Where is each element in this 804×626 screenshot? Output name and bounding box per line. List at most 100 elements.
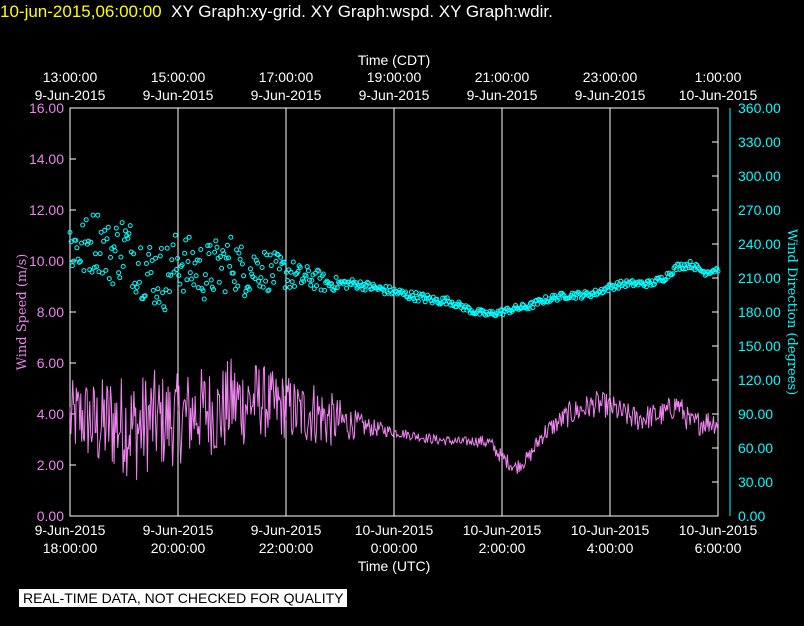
wind-direction-point xyxy=(360,287,366,292)
direction-tick-label: 120.00 xyxy=(738,372,781,388)
wind-direction-point xyxy=(119,220,125,226)
wind-direction-point xyxy=(221,251,227,257)
wind-direction-point xyxy=(193,273,199,279)
wind-direction-point xyxy=(130,284,135,289)
wind-direction-point xyxy=(120,263,126,269)
wind-direction-point xyxy=(91,265,97,270)
wind-direction-point xyxy=(189,276,194,282)
direction-tick-label: 210.00 xyxy=(738,270,781,286)
wind-direction-point xyxy=(241,273,247,279)
wind-direction-point xyxy=(427,295,433,301)
wind-direction-point xyxy=(202,272,208,278)
wind-direction-point xyxy=(329,281,334,287)
wind-direction-point xyxy=(364,279,370,285)
wind-direction-point xyxy=(77,258,83,264)
wind-direction-point xyxy=(442,295,448,301)
wind-direction-point xyxy=(687,259,693,264)
utc-tick-date: 10-Jun-2015 xyxy=(679,522,758,538)
wind-direction-point xyxy=(301,278,307,284)
wind-direction-point xyxy=(234,247,240,253)
speed-tick-label: 14.00 xyxy=(29,151,64,167)
wind-direction-point xyxy=(230,270,236,276)
wind-direction-point xyxy=(317,275,323,281)
wind-direction-point xyxy=(216,279,222,285)
cdt-tick-time: 21:00:00 xyxy=(475,69,530,85)
cdt-tick-time: 17:00:00 xyxy=(259,69,314,85)
direction-tick-label: 30.00 xyxy=(738,474,773,490)
wind-direction-point xyxy=(105,224,111,230)
wind-direction-point xyxy=(546,296,552,302)
wind-direction-point xyxy=(101,238,107,244)
wind-direction-point xyxy=(185,259,191,264)
wind-direction-point xyxy=(205,243,211,249)
wind-direction-point xyxy=(228,234,234,240)
wind-direction-point xyxy=(258,275,264,281)
utc-tick-date: 9-Jun-2015 xyxy=(251,522,322,538)
wind-direction-point xyxy=(320,271,326,277)
wind-direction-point xyxy=(83,217,89,223)
wind-direction-point xyxy=(157,253,163,259)
wind-direction-point xyxy=(278,254,284,260)
wind-direction-point xyxy=(410,293,415,299)
wind-direction-point xyxy=(643,284,649,290)
wind-direction-point xyxy=(194,257,200,263)
wind-direction-point xyxy=(594,292,599,298)
cdt-tick-date: 9-Jun-2015 xyxy=(35,87,106,103)
wind-direction-point xyxy=(249,271,255,277)
wind-direction-point xyxy=(73,237,79,243)
left-axis-title: Wind Speed (m/s) xyxy=(15,254,30,371)
wind-direction-point xyxy=(513,303,518,308)
wind-direction-point xyxy=(290,259,296,265)
wind-direction-point xyxy=(237,256,243,262)
wind-direction-point xyxy=(212,249,218,255)
cdt-tick-date: 9-Jun-2015 xyxy=(251,87,322,103)
cdt-tick-time: 19:00:00 xyxy=(367,69,422,85)
utc-tick-time: 4:00:00 xyxy=(587,540,634,556)
wind-direction-point xyxy=(333,274,339,280)
wind-direction-point xyxy=(539,299,545,305)
wind-direction-point xyxy=(217,254,223,260)
wind-direction-point xyxy=(156,299,162,305)
wind-direction-point xyxy=(307,277,312,283)
wind-direction-point xyxy=(308,282,314,288)
wind-direction-point xyxy=(132,280,138,286)
wind-direction-point xyxy=(103,267,109,273)
utc-tick-time: 20:00:00 xyxy=(151,540,206,556)
wind-direction-point xyxy=(213,238,219,244)
wind-direction-point xyxy=(164,245,170,251)
utc-tick-date: 9-Jun-2015 xyxy=(35,522,106,538)
wind-direction-point xyxy=(136,279,142,285)
wind-direction-point xyxy=(246,286,252,292)
utc-tick-date: 9-Jun-2015 xyxy=(143,522,214,538)
wind-direction-point xyxy=(143,261,149,266)
wind-direction-point xyxy=(88,239,94,245)
cdt-tick-time: 15:00:00 xyxy=(151,69,206,85)
wind-direction-point xyxy=(613,284,619,290)
direction-tick-label: 300.00 xyxy=(738,168,781,184)
wind-direction-point xyxy=(116,270,122,276)
wind-direction-point xyxy=(669,272,675,278)
cdt-tick-date: 9-Jun-2015 xyxy=(467,87,538,103)
wind-direction-point xyxy=(167,289,172,295)
wind-direction-point xyxy=(80,222,86,228)
wind-direction-point xyxy=(607,282,613,288)
wind-direction-point xyxy=(184,277,190,283)
wind-direction-point xyxy=(175,255,181,261)
wind-direction-point xyxy=(219,265,225,271)
wind-direction-point xyxy=(140,296,146,302)
wind-direction-point xyxy=(334,285,340,291)
wind-direction-point xyxy=(486,311,492,317)
wind-direction-point xyxy=(172,232,178,238)
wind-direction-point xyxy=(99,270,105,276)
chart-header: 10-jun-2015,06:00:00 XY Graph:xy-grid. X… xyxy=(0,2,553,22)
wind-direction-point xyxy=(489,309,495,315)
wind-direction-point xyxy=(142,293,148,299)
wind-direction-point xyxy=(183,237,189,243)
wind-direction-point xyxy=(148,270,154,275)
utc-tick-time: 0:00:00 xyxy=(371,540,418,556)
wind-direction-point xyxy=(131,251,137,257)
wind-direction-point xyxy=(251,254,257,260)
direction-tick-label: 60.00 xyxy=(738,440,773,456)
wind-direction-point xyxy=(146,251,152,257)
